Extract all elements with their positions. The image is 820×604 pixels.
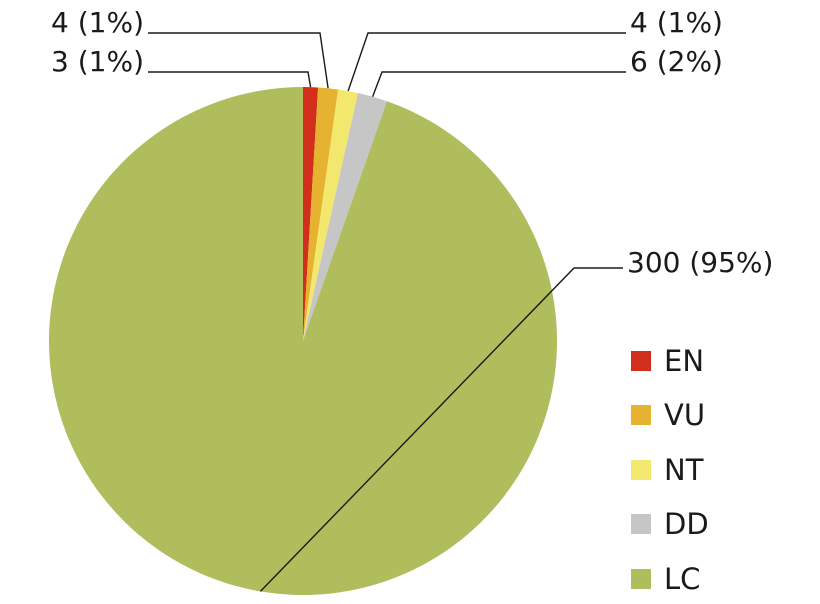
pie-slice-vu (303, 87, 339, 341)
leader-line-lc (259, 267, 623, 592)
leader-line-vu (148, 32, 329, 89)
data-label-dd: 6 (2%) (630, 45, 723, 78)
pie-slice-nt (303, 89, 358, 341)
data-label-lc: 300 (95%) (627, 246, 773, 279)
leader-line-dd (371, 71, 626, 97)
legend-swatch-nt (631, 460, 651, 480)
legend-label-dd: DD (664, 507, 709, 541)
data-label-vu: 4 (1%) (51, 6, 144, 39)
data-label-nt: 4 (1%) (630, 6, 723, 39)
leader-line-nt (347, 32, 626, 92)
pie-slice-en (303, 87, 319, 341)
legend: EN VU NT DD LC (631, 344, 709, 596)
legend-label-nt: NT (664, 453, 704, 487)
legend-label-vu: VU (664, 398, 705, 432)
legend-label-en: EN (664, 344, 704, 378)
pie-slice-lc (49, 87, 558, 595)
data-label-en: 3 (1%) (51, 45, 144, 78)
legend-swatch-en (631, 351, 651, 371)
leader-line-en (148, 71, 312, 88)
pie-slice-dd (303, 93, 387, 341)
legend-label-lc: LC (664, 562, 700, 596)
legend-swatch-lc (631, 569, 651, 589)
pie-slices (49, 87, 558, 595)
legend-swatch-dd (631, 514, 651, 534)
legend-swatch-vu (631, 405, 651, 425)
leader-lines (148, 32, 626, 592)
